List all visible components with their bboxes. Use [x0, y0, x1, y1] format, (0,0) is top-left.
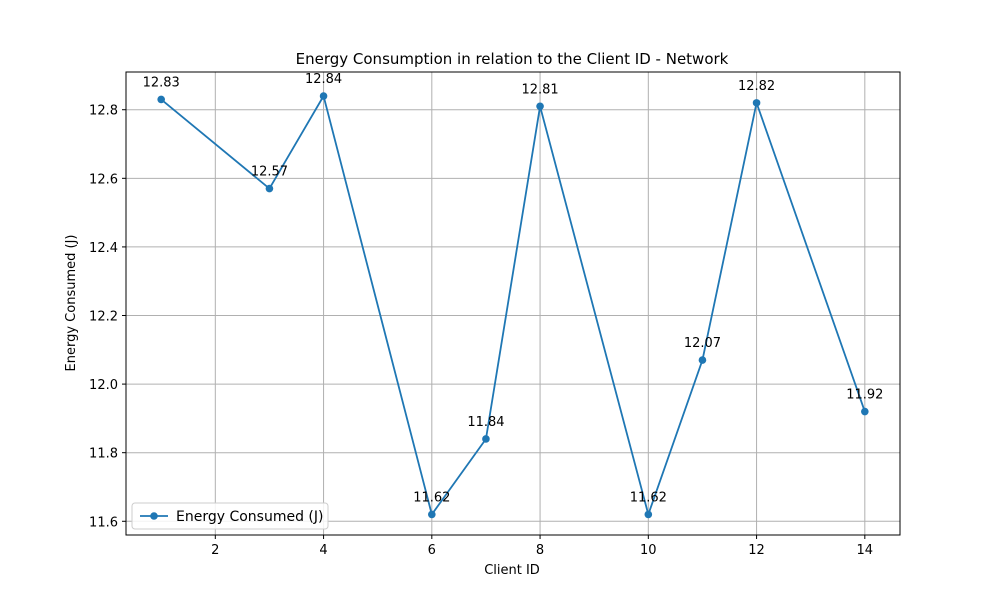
y-tick-label: 12.2: [89, 310, 118, 325]
x-tick-label: 10: [640, 543, 657, 558]
data-point: [861, 407, 869, 416]
y-tick-label: 12.0: [89, 378, 118, 393]
y-tick-label: 11.6: [89, 515, 118, 530]
y-axis-label: Energy Consumed (J): [64, 235, 79, 372]
data-labels: 12.83 12.57 12.84 11.62 11.84 12.81 11.62 12.07…: [143, 72, 884, 505]
legend: Energy Consumed (J): [131, 502, 329, 530]
axis-ticks: 2 4 6 8 10 12 14 11.6 11.8 12.0 12.2 12.4 12.6 12.8: [89, 104, 873, 558]
data-point: [265, 184, 274, 193]
data-label: 12.83: [143, 75, 180, 90]
series-group: [157, 92, 869, 519]
data-label: 12.57: [251, 165, 288, 180]
chart-title: Energy Consumption in relation to the Cl…: [296, 50, 729, 68]
data-point: [644, 510, 653, 519]
y-tick-label: 12.8: [89, 104, 118, 119]
y-tick-label: 12.4: [89, 241, 118, 256]
data-point: [157, 95, 165, 104]
data-point: [698, 356, 707, 364]
legend-label: Energy Consumed (J): [176, 509, 324, 525]
x-tick-label: 12: [748, 543, 765, 558]
x-tick-label: 14: [857, 543, 874, 558]
data-label: 11.84: [467, 415, 504, 430]
series-line: [160, 95, 866, 516]
x-axis-label: Client ID: [484, 563, 540, 578]
grid-lines: [126, 72, 900, 535]
data-label: 12.82: [738, 79, 775, 94]
data-point: [319, 92, 328, 100]
data-point: [482, 435, 490, 443]
data-label: 12.84: [305, 72, 342, 87]
data-point: [536, 102, 544, 111]
x-tick-label: 8: [536, 543, 544, 558]
y-tick-label: 12.6: [89, 172, 118, 187]
legend-box: [131, 502, 329, 530]
data-label: 11.62: [630, 490, 667, 505]
y-tick-label: 11.8: [89, 447, 118, 462]
data-label: 12.81: [521, 82, 558, 97]
data-label: 11.62: [413, 490, 450, 505]
plot-frame: [125, 71, 901, 536]
x-tick-label: 4: [319, 543, 327, 558]
data-point: [428, 510, 436, 519]
legend-marker: [150, 512, 158, 520]
data-label: 12.07: [684, 336, 721, 351]
x-tick-label: 6: [428, 543, 436, 558]
data-point: [752, 99, 761, 107]
x-tick-label: 2: [211, 543, 219, 558]
data-label: 11.92: [846, 388, 883, 403]
